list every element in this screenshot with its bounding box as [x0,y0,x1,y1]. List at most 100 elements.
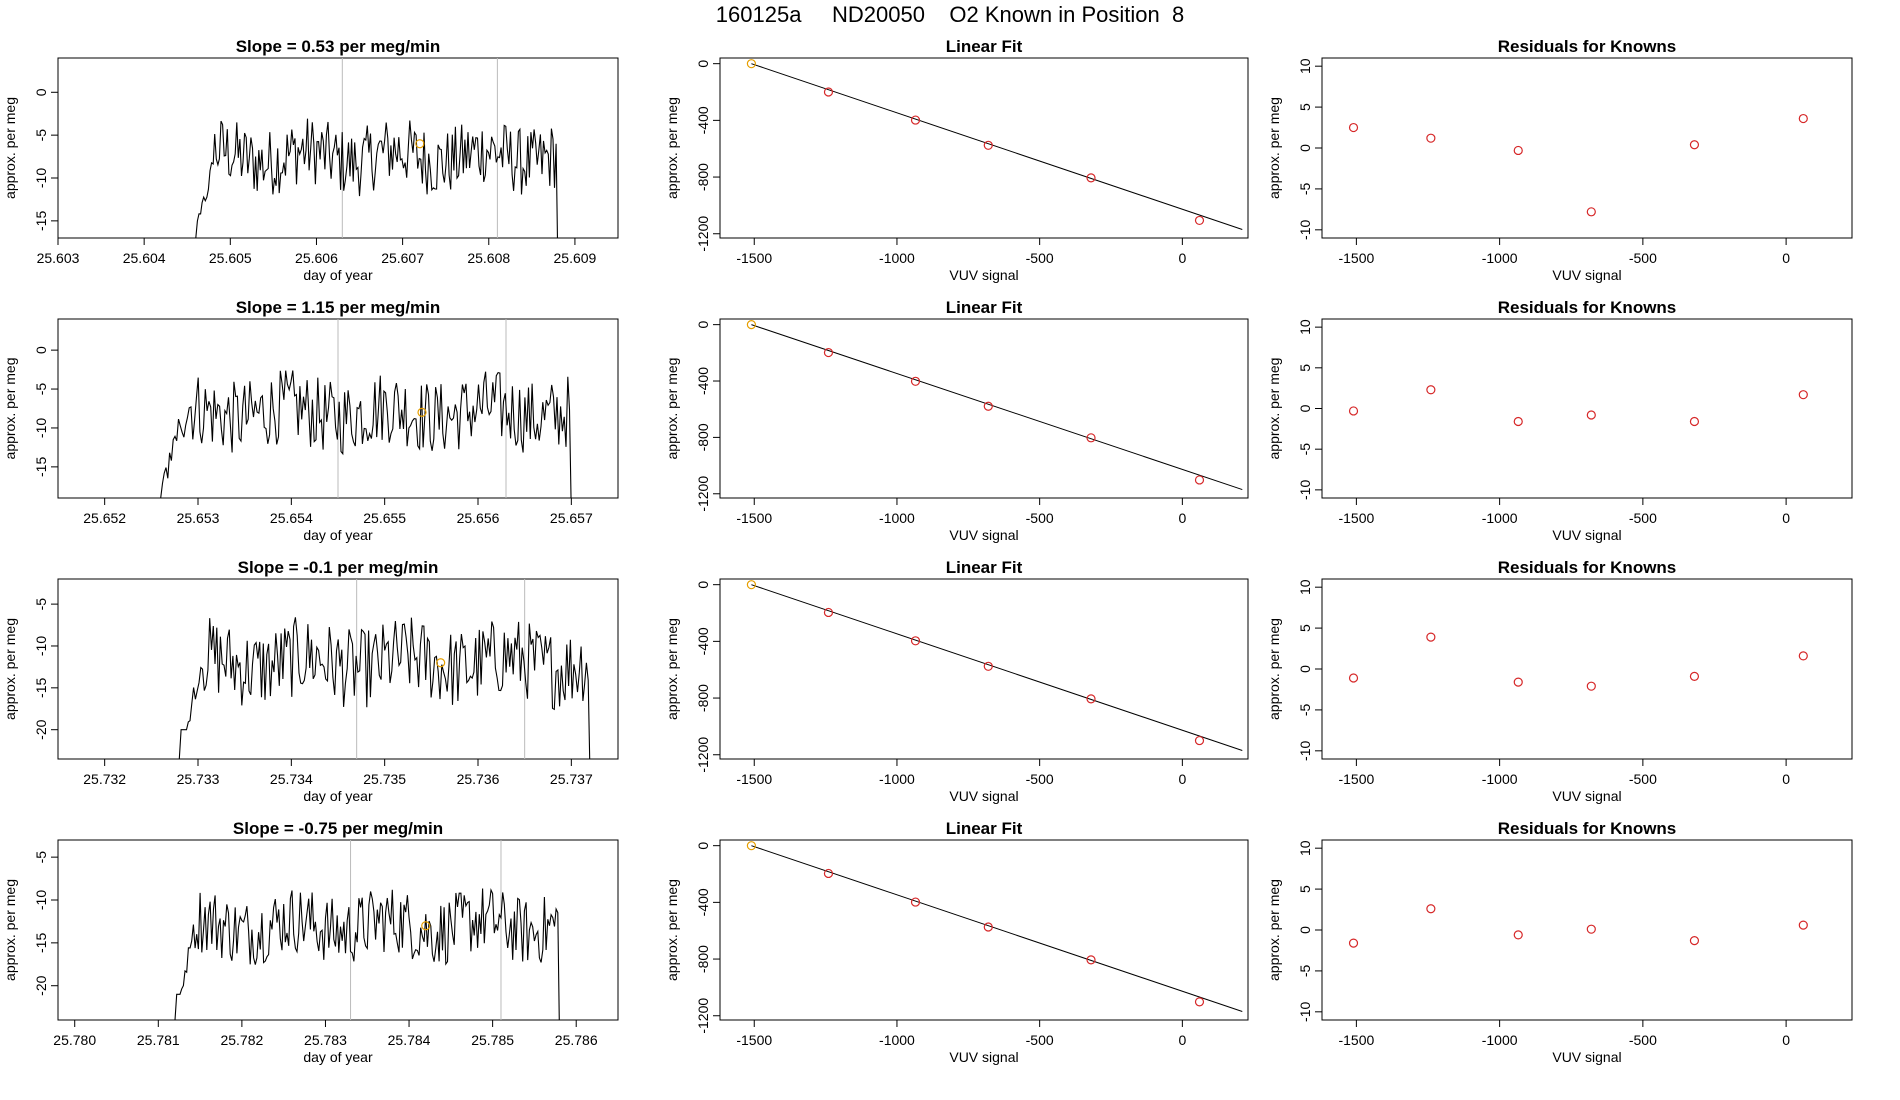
y-axis-label: approx. per meg [1266,358,1282,460]
data-point [1798,113,1808,124]
data-point [823,607,834,618]
x-tick-label: -500 [1629,1032,1657,1048]
data-point [1194,997,1205,1007]
data-point [1194,475,1205,485]
data-series-line [58,118,559,238]
plot-area [58,579,591,759]
panel-linear-fit-4 [713,839,1249,1027]
y-tick-label: -5 [1297,182,1313,195]
y-tick-label: 0 [695,581,711,589]
x-tick-label: 25.609 [554,250,597,266]
plot-frame [57,57,619,239]
y-tick-label: -10 [33,636,49,656]
y-axis-label: approx. per meg [2,879,18,981]
highlight-point [436,658,446,668]
y-tick-label: -10 [1297,1001,1313,1021]
x-tick-label: 25.735 [363,771,406,787]
x-tick-label: 0 [1782,1032,1790,1048]
plot-area [1348,385,1808,427]
plot-area [746,580,1243,751]
y-tick-label: 0 [695,321,711,329]
y-tick-label: -5 [1297,964,1313,977]
x-tick-label: 25.782 [220,1032,263,1048]
x-tick-label: 25.652 [83,510,126,526]
x-tick-label: -1500 [1338,510,1374,526]
x-tick-label: -500 [1026,510,1054,526]
y-tick-label: -15 [33,457,49,477]
y-tick-label: -400 [695,627,711,655]
x-tick-label: -500 [1026,771,1054,787]
x-tick-label: -500 [1629,771,1657,787]
data-point [823,868,834,879]
data-point [746,320,756,330]
y-tick-label: -800 [695,945,711,973]
y-tick-label: -10 [1297,480,1313,500]
plot-frame [719,57,1249,239]
panel-time-series-3 [51,578,619,766]
data-point [910,376,921,386]
panel-title: Linear Fit [946,558,1023,577]
x-tick-label: -1500 [736,1032,772,1048]
data-point [1426,904,1436,914]
x-tick-label: 25.732 [83,771,126,787]
panel-title: Residuals for Knowns [1498,819,1677,838]
plot-area [746,59,1243,230]
y-tick-label: 10 [1297,840,1313,856]
data-point [1586,207,1596,217]
fit-line [751,845,1243,1012]
panel-title: Slope = -0.1 per meg/min [238,558,439,577]
y-tick-label: -1200 [695,216,711,252]
x-tick-label: -500 [1629,510,1657,526]
y-tick-label: -800 [695,163,711,191]
y-axis-label: approx. per meg [1266,879,1282,981]
data-point [823,347,834,358]
y-tick-label: 0 [695,842,711,850]
panel-time-series-4 [51,839,619,1027]
x-tick-label: 0 [1178,1032,1186,1048]
y-tick-label: -10 [33,168,49,188]
plot-area [58,319,572,498]
x-tick-label: 25.734 [270,771,313,787]
x-tick-label: 25.608 [467,250,510,266]
y-tick-label: 5 [1297,885,1313,893]
x-tick-label: -500 [1629,250,1657,266]
y-tick-label: -20 [33,975,49,995]
plot-frame [719,839,1249,1021]
data-point [910,897,921,907]
x-tick-label: -1000 [1482,250,1518,266]
x-tick-label: -1500 [1338,1032,1374,1048]
y-tick-label: -10 [33,418,49,438]
panel-linear-fit-3 [713,578,1249,766]
fit-line [751,324,1243,491]
data-point [1513,930,1523,940]
data-point [1086,694,1096,704]
plot-area [58,840,560,1020]
x-tick-label: 25.784 [388,1032,431,1048]
data-point [983,922,993,932]
y-tick-label: 0 [695,60,711,68]
y-tick-label: -5 [1297,443,1313,456]
y-tick-label: -1200 [695,737,711,773]
y-tick-label: 5 [1297,364,1313,372]
x-tick-label: -1000 [879,1032,915,1048]
fit-line [751,584,1243,751]
panel-title: Residuals for Knowns [1498,298,1677,317]
panel-title: Linear Fit [946,819,1023,838]
y-tick-label: 0 [1297,404,1313,412]
panel-residuals-3 [1315,578,1853,766]
x-tick-label: -1000 [879,771,915,787]
x-tick-label: 25.605 [209,250,252,266]
data-point [1426,632,1436,642]
data-point [1348,673,1359,683]
data-point [1513,677,1523,687]
y-axis-label: approx. per meg [1266,618,1282,720]
y-tick-label: -5 [33,129,49,142]
y-tick-label: -15 [33,678,49,698]
panel-time-series-2 [51,318,619,505]
panel-time-series-1 [51,57,619,245]
x-axis-label: VUV signal [1552,1049,1621,1065]
data-point [910,115,921,125]
data-point [1194,215,1205,226]
x-tick-label: 25.781 [137,1032,180,1048]
